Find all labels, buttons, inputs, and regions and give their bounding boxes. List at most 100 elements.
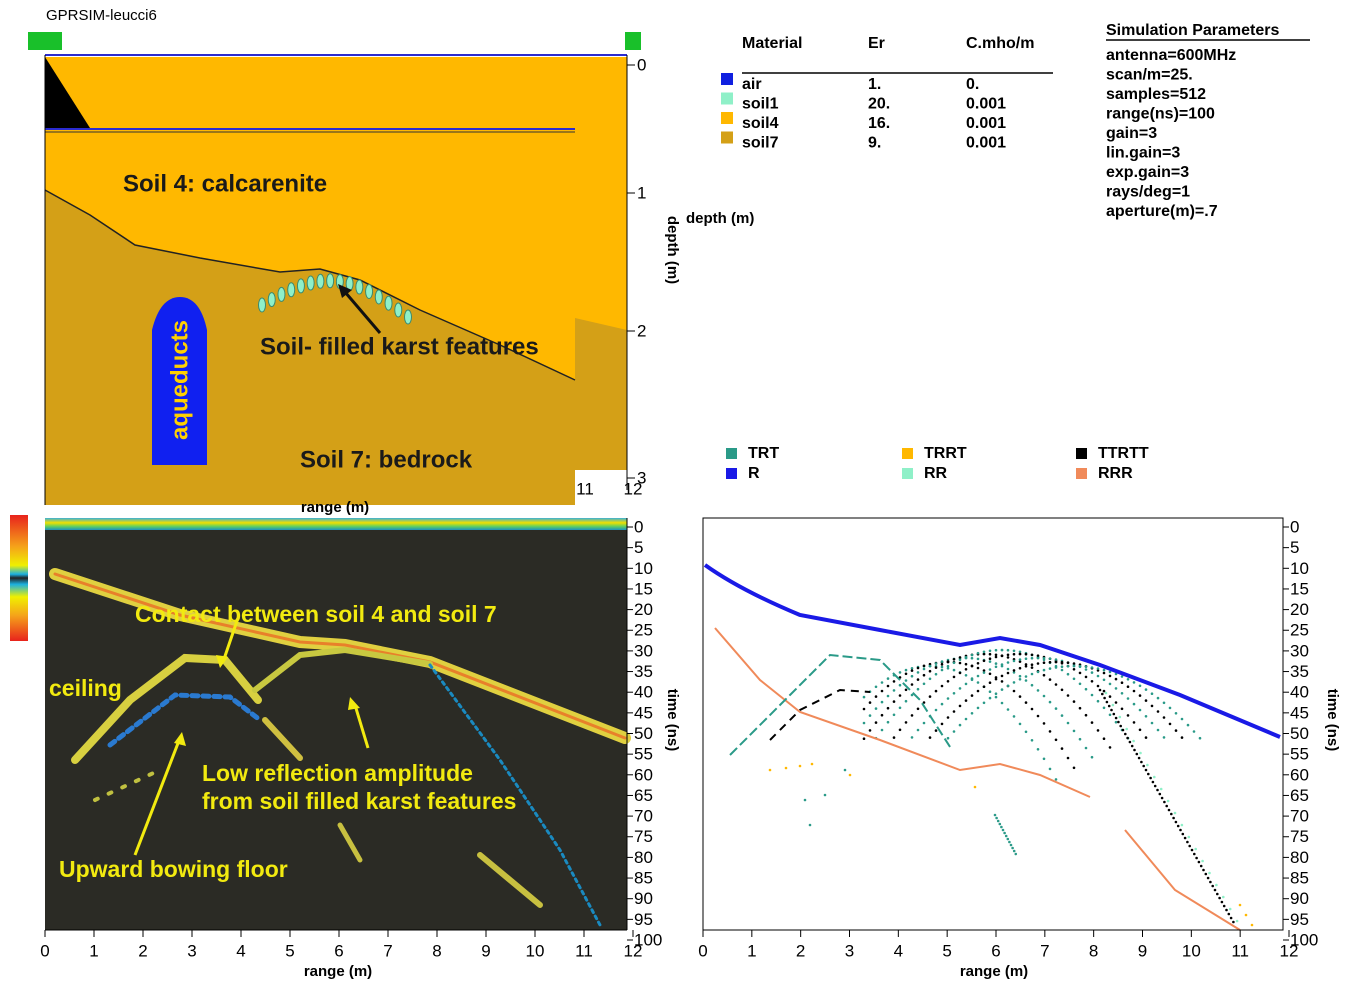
y-tick-label: 40 bbox=[634, 683, 653, 702]
ray-dot bbox=[995, 656, 998, 659]
ray-dot bbox=[1145, 715, 1148, 718]
ray-dot bbox=[1191, 849, 1194, 852]
y-axis-label: time (ns) bbox=[664, 689, 681, 752]
ray-dot bbox=[1019, 667, 1022, 670]
ray-dot bbox=[1163, 736, 1166, 739]
ray-dot bbox=[959, 724, 962, 727]
ray-dot bbox=[863, 737, 866, 740]
colorbar bbox=[10, 515, 28, 641]
legend-label: TTRTT bbox=[1098, 445, 1149, 462]
x-tick-label: 6 bbox=[991, 941, 1000, 960]
ray-dot bbox=[1121, 681, 1124, 684]
ray-dot bbox=[1230, 917, 1233, 920]
ray-dot bbox=[1025, 679, 1028, 682]
y-tick-label: 35 bbox=[1290, 662, 1309, 681]
ray-dot bbox=[989, 697, 992, 700]
ray-dot bbox=[995, 692, 998, 695]
legend-label: RR bbox=[924, 465, 948, 482]
ray-dot bbox=[1002, 829, 1005, 832]
ray-dot bbox=[1193, 730, 1196, 733]
ray-dot bbox=[941, 660, 944, 663]
ray-dot bbox=[1209, 881, 1212, 884]
y-tick-label: 75 bbox=[1290, 827, 1309, 846]
ray-dot bbox=[1133, 681, 1136, 684]
x-tick-label: 0 bbox=[698, 941, 707, 960]
ray-dot bbox=[1097, 667, 1100, 670]
ray-dot bbox=[1127, 678, 1130, 681]
ray-dot bbox=[995, 649, 998, 652]
ray-dot bbox=[905, 673, 908, 676]
ray-dot bbox=[1103, 669, 1106, 672]
ray-dot bbox=[1073, 767, 1076, 770]
table-cell: 9. bbox=[868, 135, 881, 152]
ray-dot bbox=[1007, 668, 1010, 671]
ray-dot bbox=[809, 824, 812, 827]
ray-dot bbox=[893, 680, 896, 683]
ray-dot bbox=[1091, 721, 1094, 724]
ray-dot bbox=[911, 683, 914, 686]
ray-dot bbox=[941, 666, 944, 669]
ray-dot bbox=[1013, 650, 1016, 653]
ray-dot bbox=[1055, 707, 1058, 710]
ray-dot bbox=[1061, 665, 1064, 668]
legend-swatch bbox=[1076, 468, 1087, 479]
ray-dot bbox=[911, 736, 914, 739]
ray-dot bbox=[1067, 694, 1070, 697]
y-tick-label: 95 bbox=[634, 910, 653, 929]
ray-dot bbox=[1127, 697, 1130, 700]
ray-dot bbox=[929, 670, 932, 673]
ray-dot bbox=[1181, 824, 1184, 827]
ray-dot bbox=[887, 721, 890, 724]
ray-dot bbox=[1031, 739, 1034, 742]
ray-dot bbox=[1061, 714, 1064, 717]
ray-dot bbox=[953, 658, 956, 661]
ray-dot bbox=[1013, 850, 1016, 853]
y-tick-label: 0 bbox=[634, 517, 643, 536]
ray-dot bbox=[1049, 730, 1052, 733]
y-tick-label: 45 bbox=[634, 703, 653, 722]
ray-dot bbox=[1043, 722, 1046, 725]
x-tick-label: 1 bbox=[89, 941, 98, 960]
ray-dot bbox=[953, 692, 956, 695]
ray-dot bbox=[959, 672, 962, 675]
ray-dot bbox=[1216, 893, 1219, 896]
y-tick-label: 40 bbox=[1290, 683, 1309, 702]
ray-dot bbox=[899, 729, 902, 732]
ray-dot bbox=[849, 774, 852, 777]
sim-line: antenna=600MHz bbox=[1106, 47, 1236, 64]
ray-dot bbox=[1031, 654, 1034, 657]
ray-dot bbox=[893, 700, 896, 703]
table-cell: 20. bbox=[868, 96, 890, 113]
x-tick-label: 2 bbox=[796, 941, 805, 960]
ray-dot bbox=[1031, 666, 1034, 669]
ray-dot bbox=[977, 707, 980, 710]
ray-dot bbox=[1079, 683, 1082, 686]
ray-dot bbox=[1127, 685, 1130, 688]
y-tick-label: 0 bbox=[1290, 517, 1299, 536]
sim-line: lin.gain=3 bbox=[1106, 145, 1180, 162]
ray-dot bbox=[1139, 752, 1142, 755]
material-swatch bbox=[721, 132, 733, 144]
ray-dot bbox=[1124, 733, 1127, 736]
table-header: C.mho/m bbox=[966, 35, 1034, 52]
ray-dot bbox=[875, 707, 878, 710]
table-cell: 16. bbox=[868, 115, 890, 132]
ray-dot bbox=[1127, 714, 1130, 717]
ray-dot bbox=[1103, 672, 1106, 675]
ray-dot bbox=[1001, 649, 1004, 652]
ray-dot bbox=[1013, 690, 1016, 693]
annotation: Low reflection amplitude bbox=[202, 760, 473, 786]
ray-dot bbox=[977, 667, 980, 670]
ray-dot bbox=[995, 817, 998, 820]
ray-dot bbox=[1079, 672, 1082, 675]
ray-dot bbox=[1142, 765, 1145, 768]
ray-dot bbox=[1025, 701, 1028, 704]
ray-dot bbox=[917, 688, 920, 691]
ray-dot bbox=[1245, 914, 1248, 917]
karst-feature bbox=[307, 276, 314, 290]
ray-dot bbox=[1131, 745, 1134, 748]
radargram-panel: Contact between soil 4 and soil 7 ceilin… bbox=[10, 515, 681, 980]
ray-dot bbox=[1187, 724, 1190, 727]
ray-dot bbox=[1043, 669, 1046, 672]
ray-dot bbox=[1112, 704, 1115, 707]
